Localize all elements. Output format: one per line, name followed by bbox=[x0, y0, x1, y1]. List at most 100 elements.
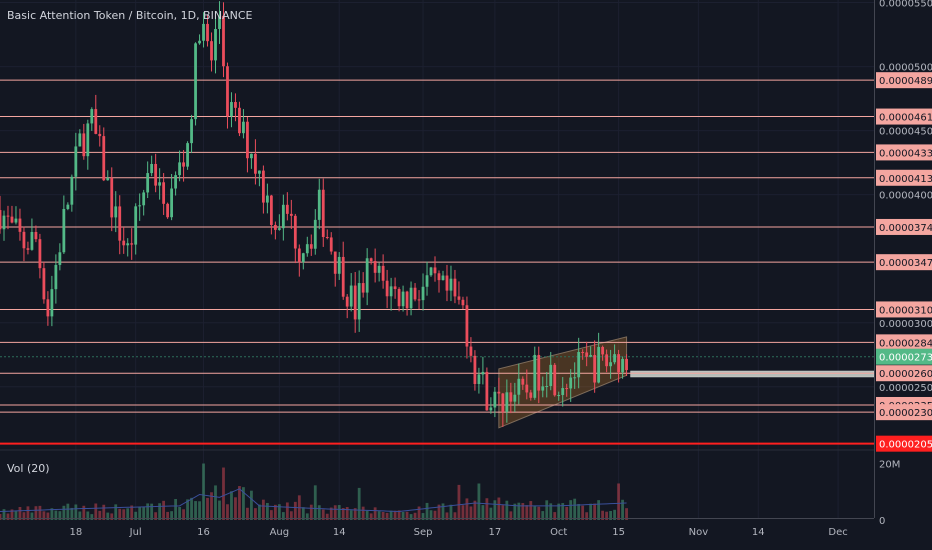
volume-bar bbox=[170, 511, 174, 520]
level-price-label-bg bbox=[876, 254, 932, 271]
candle-body bbox=[218, 15, 221, 29]
candle-body bbox=[321, 189, 325, 237]
volume-bar bbox=[150, 503, 154, 520]
candle-body bbox=[126, 243, 130, 246]
candle-body bbox=[325, 236, 329, 238]
candle-body bbox=[561, 388, 565, 396]
volume-bar bbox=[62, 505, 66, 520]
x-tick-label: 17 bbox=[489, 527, 502, 538]
volume-bar bbox=[222, 467, 225, 520]
candle-body bbox=[613, 354, 616, 363]
candle-body bbox=[98, 133, 102, 137]
candle-body bbox=[597, 346, 601, 383]
candle-body bbox=[186, 143, 189, 167]
candle-body bbox=[269, 195, 273, 225]
candle-body bbox=[389, 286, 393, 297]
level-price-label: 0.00002847 bbox=[879, 338, 932, 349]
volume-bar bbox=[325, 513, 329, 520]
candle-body bbox=[162, 182, 166, 204]
volume-bar bbox=[265, 502, 269, 520]
volume-bar bbox=[301, 507, 305, 520]
volume-bar bbox=[10, 509, 14, 520]
candle-body bbox=[198, 40, 201, 44]
volume-bar bbox=[178, 507, 181, 520]
volume-bar bbox=[337, 505, 341, 520]
volume-bar bbox=[421, 513, 425, 520]
volume-bar bbox=[166, 511, 170, 520]
volume-bar bbox=[2, 509, 6, 520]
candle-body bbox=[441, 275, 445, 281]
volume-bar bbox=[477, 483, 481, 520]
volume-bar bbox=[357, 487, 361, 520]
volume-bar bbox=[353, 508, 357, 520]
volume-bar bbox=[317, 505, 321, 520]
candle-body bbox=[138, 205, 142, 207]
candle-body bbox=[553, 364, 557, 396]
volume-bar bbox=[202, 463, 205, 520]
candle-body bbox=[246, 121, 249, 159]
candle-body bbox=[82, 133, 86, 157]
volume-bar bbox=[38, 505, 42, 520]
volume-bar bbox=[66, 503, 70, 520]
candle-body bbox=[118, 206, 122, 241]
volume-bar bbox=[258, 504, 261, 520]
volume-bar bbox=[134, 511, 138, 520]
volume-bar bbox=[122, 509, 126, 520]
candle-body bbox=[74, 146, 78, 177]
volume-bar bbox=[313, 485, 317, 520]
volume-bar bbox=[605, 511, 609, 520]
candle-body bbox=[485, 371, 489, 411]
candle-body bbox=[565, 388, 569, 390]
volume-bar bbox=[345, 507, 349, 520]
x-tick-label: 14 bbox=[333, 527, 346, 538]
level-price-label: 0.00002302 bbox=[879, 408, 932, 419]
candle-body bbox=[154, 163, 158, 186]
candle-body bbox=[577, 352, 581, 378]
volume-bar bbox=[126, 508, 130, 520]
candle-body bbox=[297, 248, 301, 263]
volume-bar bbox=[238, 486, 241, 520]
candle-body bbox=[329, 237, 333, 252]
candle-body bbox=[234, 102, 237, 108]
volume-bar bbox=[218, 500, 221, 520]
candle-body bbox=[130, 243, 134, 245]
volume-bar bbox=[481, 505, 485, 520]
volume-bar bbox=[333, 505, 337, 520]
candle-body bbox=[417, 299, 421, 301]
volume-bar bbox=[194, 501, 197, 520]
volume-bar bbox=[437, 504, 441, 520]
candle-body bbox=[621, 358, 624, 373]
projection-bar bbox=[630, 370, 875, 378]
volume-bar bbox=[102, 504, 106, 520]
candle-body bbox=[605, 354, 609, 367]
volume-bar bbox=[250, 490, 253, 520]
candle-body bbox=[585, 352, 589, 357]
candle-body bbox=[42, 268, 46, 300]
candle-body bbox=[477, 374, 481, 384]
volume-bar bbox=[46, 512, 50, 520]
candle-body bbox=[254, 153, 257, 174]
volume-bar bbox=[381, 511, 385, 520]
candle-body bbox=[309, 244, 313, 249]
candle-body bbox=[617, 354, 620, 373]
volume-bar bbox=[545, 500, 549, 520]
candle-body bbox=[2, 215, 6, 230]
candle-body bbox=[66, 204, 70, 209]
volume-bar bbox=[98, 510, 102, 520]
candle-body bbox=[122, 240, 126, 246]
volume-bar bbox=[289, 511, 293, 520]
volume-bar bbox=[385, 512, 389, 520]
candle-body bbox=[369, 258, 373, 262]
candle-body bbox=[573, 377, 577, 379]
candle-body bbox=[393, 286, 397, 290]
volume-bar bbox=[254, 508, 257, 520]
candle-body bbox=[238, 107, 241, 134]
x-tick-label: Sep bbox=[414, 527, 433, 538]
candle-body bbox=[301, 253, 305, 263]
volume-bar bbox=[473, 500, 477, 520]
candle-body bbox=[405, 291, 409, 309]
volume-bar bbox=[573, 498, 577, 520]
volume-bar bbox=[230, 491, 233, 520]
x-tick-label: Nov bbox=[689, 527, 709, 538]
